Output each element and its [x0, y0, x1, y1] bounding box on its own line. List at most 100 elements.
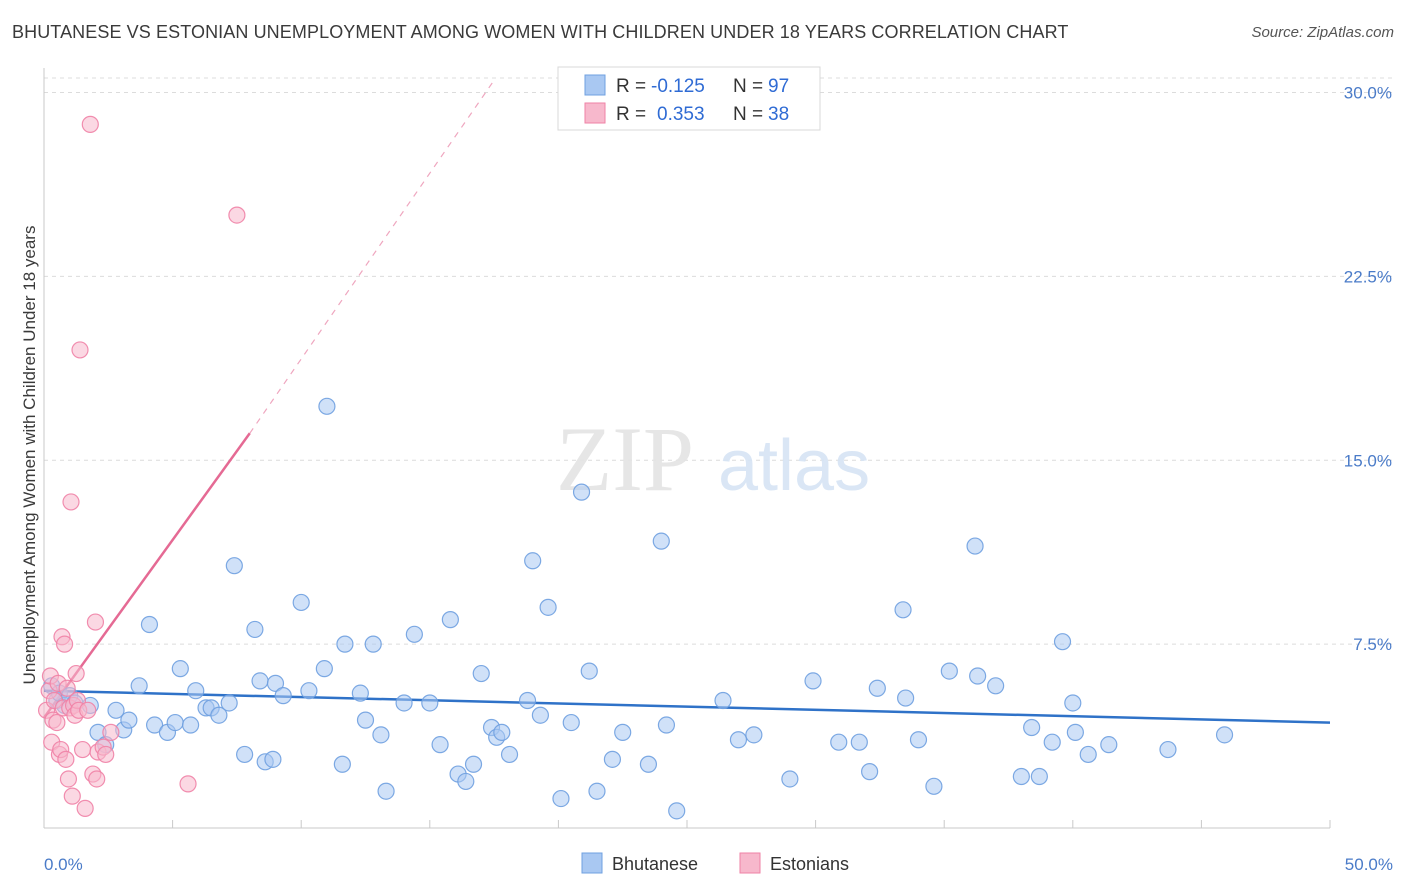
point-bhutanese: [472, 664, 490, 683]
trend-lines: [42, 79, 1331, 724]
point-bhutanese: [145, 716, 164, 734]
point-estonians: [48, 713, 66, 732]
point-bhutanese: [897, 689, 915, 707]
point-bhutanese: [120, 711, 138, 729]
point-estonians: [63, 787, 81, 805]
point-bhutanese: [830, 733, 848, 751]
point-bhutanese: [925, 777, 943, 795]
point-bhutanese: [909, 731, 928, 749]
top-legend: R = -0.125 N = 97 R = 0.353 N = 38: [557, 66, 821, 131]
point-bhutanese: [1159, 740, 1177, 759]
point-bhutanese: [940, 662, 958, 680]
point-estonians: [57, 750, 75, 768]
point-bhutanese: [372, 726, 390, 744]
bottom-legend-swatch-bhutanese: [581, 852, 603, 874]
point-bhutanese: [524, 552, 542, 570]
point-estonians: [179, 775, 197, 793]
y-tick-labels: 7.5% 15.0% 22.5% 30.0%: [1344, 84, 1392, 655]
y-axis-label: Unemployment Among Women with Children U…: [20, 226, 39, 685]
point-bhutanese: [315, 660, 333, 678]
x-tick-label-min: 0.0%: [44, 855, 83, 874]
watermark-atlas: atlas: [718, 426, 870, 506]
point-bhutanese: [804, 672, 822, 690]
data-points: [37, 115, 1234, 820]
point-estonians: [97, 745, 115, 764]
point-bhutanese: [220, 694, 238, 712]
point-bhutanese: [562, 713, 580, 732]
point-bhutanese: [580, 662, 598, 680]
point-bhutanese: [781, 770, 799, 788]
point-bhutanese: [588, 782, 606, 800]
point-bhutanese: [668, 802, 686, 820]
point-bhutanese: [1043, 733, 1061, 751]
point-bhutanese: [603, 750, 622, 768]
y-tick-label: 30.0%: [1344, 84, 1392, 103]
point-bhutanese: [531, 706, 549, 724]
point-bhutanese: [464, 755, 483, 773]
watermark: ZIP atlas: [556, 408, 870, 510]
point-bhutanese: [969, 667, 987, 685]
point-estonians: [58, 679, 76, 697]
point-bhutanese: [187, 682, 205, 700]
point-bhutanese: [246, 620, 264, 639]
x-ticks: [172, 820, 1331, 828]
point-bhutanese: [861, 763, 879, 781]
legend-n-label-2: N =: [733, 104, 763, 125]
legend-n-value-1: 97: [768, 76, 789, 97]
point-bhutanese: [274, 687, 292, 705]
point-bhutanese: [572, 483, 591, 501]
point-bhutanese: [1023, 718, 1041, 737]
point-bhutanese: [745, 726, 763, 744]
point-estonians: [73, 740, 92, 759]
point-bhutanese: [377, 782, 395, 800]
point-bhutanese: [318, 397, 336, 415]
point-bhutanese: [493, 723, 511, 741]
point-estonians: [81, 115, 99, 133]
point-bhutanese: [1100, 736, 1118, 754]
legend-n-label-1: N =: [733, 76, 763, 97]
bottom-legend-label-bhutanese: Bhutanese: [612, 854, 698, 874]
legend-r-label-1: R =: [616, 76, 646, 97]
point-bhutanese: [405, 625, 423, 643]
point-bhutanese: [236, 745, 254, 764]
bottom-legend-label-estonians: Estonians: [770, 854, 849, 874]
point-bhutanese: [182, 716, 200, 734]
point-bhutanese: [266, 674, 285, 692]
point-bhutanese: [1064, 694, 1082, 712]
point-bhutanese: [333, 755, 351, 773]
point-bhutanese: [457, 772, 475, 791]
trend-line-estonians-extension: [249, 79, 495, 434]
x-tick-label-max: 50.0%: [1345, 855, 1393, 874]
point-bhutanese: [539, 598, 557, 616]
point-bhutanese: [171, 660, 189, 678]
point-bhutanese: [421, 694, 439, 712]
point-bhutanese: [1066, 723, 1084, 741]
point-bhutanese: [264, 750, 282, 768]
point-bhutanese: [364, 635, 382, 653]
point-estonians: [88, 770, 106, 788]
point-bhutanese: [225, 557, 243, 575]
point-bhutanese: [441, 611, 459, 629]
point-bhutanese: [518, 691, 537, 710]
legend-swatch-estonians: [584, 102, 606, 124]
point-bhutanese: [395, 694, 413, 712]
point-bhutanese: [652, 532, 670, 550]
point-bhutanese: [987, 677, 1005, 695]
source-label: Source: ZipAtlas.com: [1251, 24, 1394, 41]
point-estonians: [67, 664, 85, 683]
legend-n-value-2: 38: [768, 104, 789, 125]
point-bhutanese: [292, 593, 310, 612]
point-bhutanese: [1079, 745, 1097, 764]
grid-lines: [44, 77, 1392, 645]
point-bhutanese: [614, 723, 632, 741]
point-estonians: [228, 206, 246, 224]
point-bhutanese: [657, 716, 676, 734]
point-estonians: [76, 799, 94, 817]
point-bhutanese: [552, 789, 570, 808]
y-tick-label: 7.5%: [1353, 635, 1392, 654]
x-tick-labels: 0.0% 50.0%: [44, 855, 1393, 874]
point-estonians: [55, 635, 74, 653]
legend-r-value-2: 0.353: [657, 104, 705, 125]
point-bhutanese: [850, 733, 868, 751]
